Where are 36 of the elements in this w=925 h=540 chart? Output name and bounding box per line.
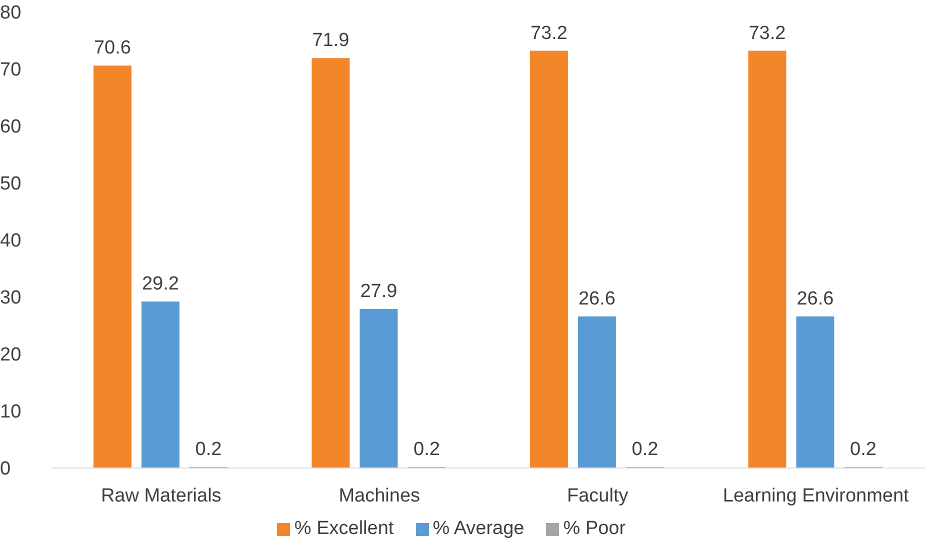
bar xyxy=(141,302,180,468)
data-label: 73.2 xyxy=(530,22,568,44)
x-tick-label: Raw Materials xyxy=(100,485,222,506)
legend-label: % Average xyxy=(432,518,524,539)
data-label: 27.9 xyxy=(360,280,398,302)
y-tick-label: 10 xyxy=(0,402,22,423)
data-label: 73.2 xyxy=(748,22,786,44)
data-label: 26.6 xyxy=(796,288,834,310)
x-tick-label: Learning Environment xyxy=(722,485,910,506)
data-label: 71.9 xyxy=(312,30,350,52)
y-tick-label: 60 xyxy=(0,116,22,138)
y-tick-label: 20 xyxy=(0,344,22,366)
x-tick-label: Machines xyxy=(338,485,420,506)
data-label: 0.2 xyxy=(632,438,658,460)
bar xyxy=(312,58,350,468)
bar xyxy=(578,316,616,468)
data-label: 0.2 xyxy=(414,438,440,460)
data-label: 0.2 xyxy=(850,438,876,460)
bar xyxy=(796,316,834,468)
data-label: 26.6 xyxy=(578,288,616,310)
y-tick-label: 80 xyxy=(0,2,22,24)
y-tick-label: 50 xyxy=(0,174,22,195)
bar xyxy=(93,66,132,468)
y-tick-label: 70 xyxy=(0,60,22,81)
data-label: 0.2 xyxy=(195,438,222,460)
y-tick-label: 0 xyxy=(0,458,11,480)
y-tick-label: 30 xyxy=(0,288,22,309)
bar xyxy=(360,308,398,468)
bar xyxy=(748,50,786,468)
y-tick-label: 40 xyxy=(0,230,22,252)
bar xyxy=(530,50,568,468)
data-label: 70.6 xyxy=(94,38,131,59)
x-tick-label: Faculty xyxy=(567,485,629,506)
legend-label: % Poor xyxy=(563,518,626,539)
data-label: 29.2 xyxy=(142,274,179,295)
legend-label: % Excellent xyxy=(294,518,394,539)
